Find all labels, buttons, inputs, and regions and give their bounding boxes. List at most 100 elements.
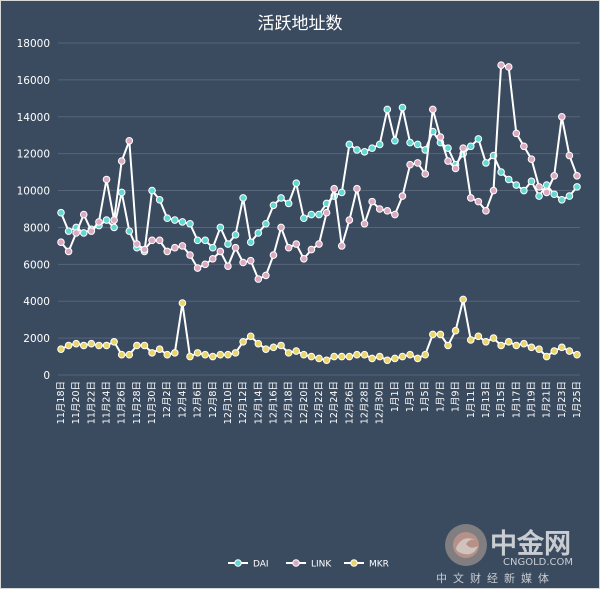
data-point [269,251,278,259]
data-point [95,218,103,226]
data-point [360,350,369,359]
x-tick-label: 12月20日 [299,381,310,424]
data-point [345,140,354,149]
data-point [573,183,581,191]
watermark-brand: 中金网 [490,528,571,560]
data-point [79,341,88,350]
data-point [413,140,422,149]
data-point [72,229,80,237]
data-point [284,199,293,208]
x-tick-label: 12月22日 [314,381,325,424]
data-point [125,227,134,235]
data-point [171,216,179,224]
x-tick-label: 12月10日 [223,381,234,424]
data-point [262,345,270,353]
data-point [421,350,430,359]
data-point [292,347,301,355]
data-point [542,352,551,361]
data-point [504,175,513,184]
data-point [231,349,240,357]
x-tick-label: 1月7日 [435,381,446,412]
legend: DAI LINK MKR [228,559,389,570]
data-point [466,336,475,344]
data-point [558,195,566,204]
data-point [201,260,209,269]
data-point [307,352,316,361]
data-point [254,275,263,283]
data-point [383,105,392,114]
series-link [57,61,581,283]
data-point [398,352,407,361]
y-tick-label: 16000 [17,75,50,87]
x-tick-label: 12月6日 [193,381,204,418]
data-point [186,219,194,228]
data-point [520,142,528,151]
data-point [87,339,96,348]
data-point [163,350,172,359]
data-point [535,345,543,353]
data-point [300,214,308,223]
data-point [520,186,528,195]
x-tick-label: 11月28日 [132,381,143,424]
data-point [269,201,278,210]
data-point [512,129,521,138]
x-tick-label: 11月26日 [117,381,128,424]
data-point [550,172,559,180]
x-tick-label: 12月2日 [162,381,173,418]
data-point [246,332,255,341]
data-point [535,183,543,191]
x-tick-label: 12月8日 [208,381,219,418]
data-point [300,254,308,263]
y-axis-ticks: 0 2000 4000 6000 8000 10000 12000 14000 16000 180… [17,38,50,382]
x-tick-label: 12月14日 [253,381,264,424]
x-tick-label: 12月18日 [284,381,295,424]
x-tick-label: 12月24日 [329,381,340,424]
x-tick-label: 1月21日 [542,381,553,418]
data-point [345,352,354,361]
data-point [482,159,490,167]
data-point [224,262,232,270]
data-point [337,352,346,361]
legend-label: MKR [369,560,389,570]
data-point [246,256,255,265]
data-point [277,223,285,232]
data-point [148,186,156,195]
data-point [550,190,559,199]
data-point [391,354,399,363]
data-point [208,243,217,252]
data-point [231,243,240,252]
x-tick-label: 1月19日 [526,381,537,418]
data-point [322,208,331,217]
data-point [277,194,285,202]
data-point [193,349,202,357]
data-point [459,144,467,152]
data-point [133,341,141,350]
data-point [284,243,293,252]
data-point [451,326,460,335]
data-point [520,339,528,348]
x-tick-label: 12月28日 [360,381,371,424]
y-tick-label: 8000 [23,222,50,234]
legend-marker [350,559,358,567]
data-point [558,343,566,352]
series-line [60,299,578,362]
data-point [102,216,111,224]
data-point [117,188,126,197]
data-point [201,350,209,359]
data-point [429,330,437,339]
data-point [482,207,490,215]
x-tick-label: 1月25日 [572,381,583,418]
x-tick-label: 12月4日 [177,381,188,418]
data-point [254,339,263,348]
data-point [133,240,141,248]
watermark: 中金网 CNGOLD.COM 中文财经新媒体 [436,524,573,585]
data-point [391,136,399,145]
y-tick-label: 6000 [23,259,50,271]
data-point [527,155,536,163]
grid-lines [58,42,580,376]
data-point [171,243,179,252]
data-point [208,254,217,263]
data-point [262,271,270,280]
data-point [360,219,369,228]
x-tick-label: 12月16日 [268,381,279,424]
